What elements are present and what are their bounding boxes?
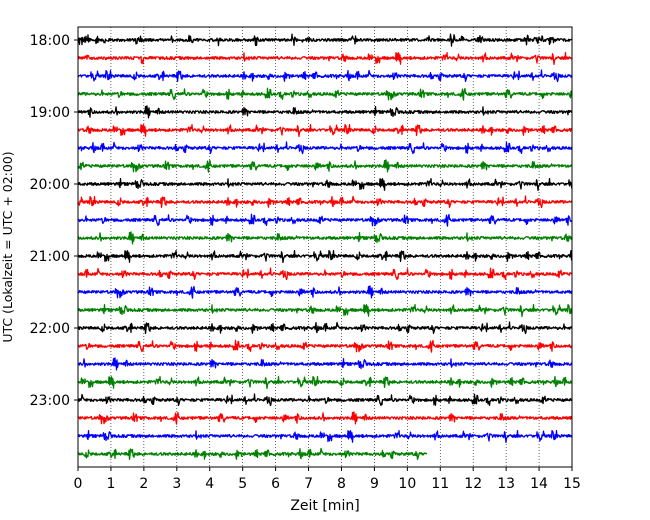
trace-2030 — [77, 213, 573, 227]
trace-1915 — [77, 123, 573, 138]
x-tick-label: 11 — [431, 476, 449, 492]
x-tick-label: 6 — [271, 476, 280, 492]
trace-2230 — [77, 357, 573, 371]
x-axis-label: Zeit [min] — [290, 498, 359, 514]
x-tick-label: 7 — [304, 476, 313, 492]
y-tick-label: 19:00 — [30, 105, 70, 121]
trace-1930 — [77, 141, 573, 155]
x-tick-label: 0 — [74, 476, 83, 492]
trace-2245 — [77, 375, 573, 390]
trace-group — [77, 33, 573, 461]
trace-2300 — [77, 393, 573, 407]
x-tick-label: 2 — [139, 476, 148, 492]
trace-2345 — [77, 447, 428, 461]
x-tick-label: 4 — [205, 476, 214, 492]
x-tick-label: 1 — [106, 476, 115, 492]
y-tick-label: 22:00 — [30, 321, 70, 337]
x-tick-label: 14 — [530, 476, 548, 492]
plot-frame — [77, 26, 573, 468]
trace-2145 — [77, 303, 573, 318]
y-tick-label: 21:00 — [30, 249, 70, 265]
y-axis-label: UTC (Lokalzeit = UTC + 02:00) — [0, 151, 15, 342]
trace-1900 — [77, 105, 573, 119]
x-tick-label: 5 — [238, 476, 247, 492]
trace-1845 — [77, 87, 573, 101]
trace-2000 — [77, 177, 573, 192]
trace-1800 — [77, 33, 573, 47]
y-tick-label: 20:00 — [30, 177, 70, 193]
trace-1815 — [77, 51, 573, 66]
y-tick-label: 23:00 — [30, 393, 70, 409]
x-tick-label: 9 — [370, 476, 379, 492]
trace-2115 — [77, 267, 573, 281]
x-tick-label: 13 — [497, 476, 515, 492]
x-tick-label: 3 — [172, 476, 181, 492]
x-tick-label: 10 — [398, 476, 416, 492]
trace-2130 — [77, 285, 573, 299]
trace-2315 — [77, 411, 573, 425]
y-tick-label: 18:00 — [30, 33, 70, 49]
trace-2215 — [77, 339, 573, 353]
trace-2100 — [77, 249, 573, 264]
grid-lines — [110, 27, 540, 467]
trace-2015 — [77, 195, 573, 209]
y-axis-ticks: 18:00 19:00 20:00 21:00 22:00 23:00 — [30, 33, 78, 409]
x-tick-label: 12 — [464, 476, 482, 492]
trace-1945 — [77, 159, 573, 173]
trace-1830 — [77, 69, 573, 83]
trace-2330 — [77, 429, 573, 444]
x-tick-label: 8 — [337, 476, 346, 492]
trace-2200 — [77, 321, 573, 335]
x-tick-label: 15 — [563, 476, 581, 492]
trace-2045 — [77, 231, 573, 245]
x-axis-ticks: 0 1 2 3 4 5 6 7 8 9 10 11 12 13 14 15 — [74, 467, 581, 492]
